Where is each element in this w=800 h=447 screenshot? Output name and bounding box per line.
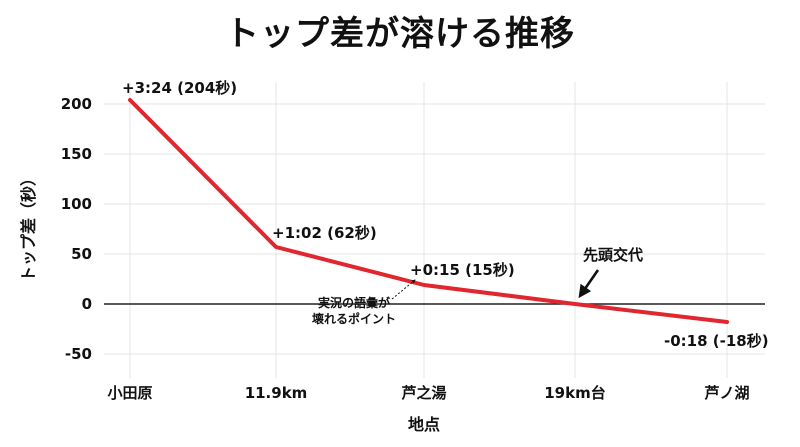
y-tick-label: 50	[71, 245, 92, 263]
y-tick-label: 0	[82, 295, 92, 313]
chart-title: トップ差が溶ける推移	[225, 14, 575, 54]
x-tick-label: 小田原	[107, 384, 152, 402]
annotation-arrow-dashed	[391, 279, 416, 300]
data-label: +3:24 (204秒)	[122, 79, 237, 97]
data-label: +0:15 (15秒)	[410, 261, 515, 279]
y-tick-label: 150	[61, 145, 92, 163]
y-tick-label: 100	[61, 195, 92, 213]
y-axis-label: トップ差（秒）	[19, 170, 38, 282]
data-point	[422, 283, 426, 287]
annotation-commentary: 実況の語彙が壊れるポイント	[312, 295, 396, 326]
x-axis-label: 地点	[408, 415, 440, 434]
x-tick-label: 11.9km	[245, 384, 308, 402]
data-point	[573, 302, 577, 306]
data-point	[725, 320, 729, 324]
data-label: +1:02 (62秒)	[272, 224, 377, 242]
annotation-commentary-line: 壊れるポイント	[312, 311, 396, 326]
annotation-commentary-line: 実況の語彙が	[318, 295, 390, 310]
x-tick-label: 芦之湯	[401, 384, 446, 402]
y-tick-label: 200	[61, 95, 92, 113]
annotation-arrow	[578, 269, 600, 299]
data-label: -0:18 (-18秒)	[664, 332, 769, 350]
x-tick-label: 19km台	[544, 384, 605, 402]
x-tick-label: 芦ノ湖	[704, 384, 749, 402]
data-point	[128, 98, 132, 102]
series-line	[128, 98, 729, 324]
annotation-lead-change: 先頭交代	[583, 246, 643, 264]
y-tick-label: -50	[65, 345, 92, 363]
data-point	[274, 245, 278, 249]
